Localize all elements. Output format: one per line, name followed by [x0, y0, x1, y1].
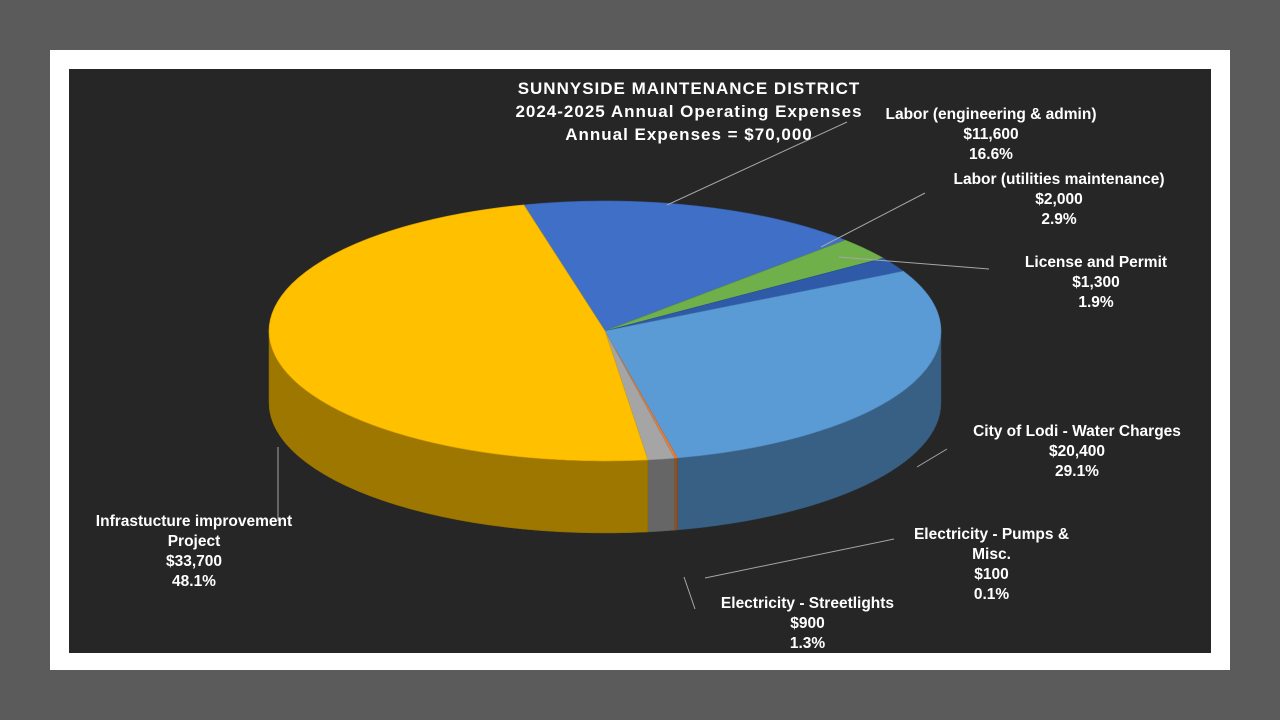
data-label-license-permit: License and Permit $1,300 1.9%: [996, 253, 1196, 313]
slice-label: License and Permit: [1024, 254, 1168, 271]
pie-slice-0: [523, 200, 847, 332]
slice-percent: 1.9%: [1078, 294, 1114, 311]
leader-line-5: [683, 576, 696, 610]
slice-label: Electricity - Pumps & Misc.: [913, 526, 1070, 563]
slice-value: $20,400: [1048, 443, 1106, 460]
slice-label: Infrastucture improvement Project: [95, 513, 293, 550]
data-label-electricity-streetlights: Electricity - Streetlights $900 1.3%: [695, 594, 920, 654]
slice-percent: 16.6%: [969, 146, 1013, 163]
slice-percent: 2.9%: [1041, 211, 1077, 228]
pie-slice-side-5-0: [647, 457, 675, 533]
leader-line-1: [820, 192, 926, 248]
leader-line-0: [666, 121, 848, 206]
pie-slice-6: [268, 204, 649, 462]
slice-label: Labor (engineering & admin): [885, 106, 1097, 123]
slice-value: $33,700: [165, 553, 223, 570]
data-label-labor-engineering: Labor (engineering & admin) $11,600 16.6…: [866, 105, 1116, 165]
data-label-infrastructure: Infrastucture improvement Project $33,70…: [83, 512, 305, 592]
slice-value: $2,000: [1035, 191, 1083, 208]
data-label-electricity-pumps: Electricity - Pumps & Misc. $100 0.1%: [899, 525, 1084, 605]
leader-line-2: [838, 256, 990, 270]
slice-percent: 48.1%: [172, 573, 216, 590]
pie-slice-side-4-0: [674, 457, 678, 531]
slice-percent: 0.1%: [973, 586, 1010, 603]
leader-line-3: [916, 448, 948, 468]
slice-percent: 29.1%: [1055, 463, 1099, 480]
data-label-labor-utilities: Labor (utilities maintenance) $2,000 2.9…: [934, 170, 1184, 230]
chart-frame: SUNNYSIDE MAINTENANCE DISTRICT 2024-2025…: [50, 50, 1230, 670]
leader-line-4: [704, 538, 895, 579]
chart-title-line-2: 2024-2025 Annual Operating Expenses: [515, 102, 863, 121]
slice-value: $900: [790, 615, 825, 632]
pie-slice-3: [604, 270, 942, 459]
slice-label: City of Lodi - Water Charges: [973, 423, 1181, 440]
chart-title-line-1: SUNNYSIDE MAINTENANCE DISTRICT: [517, 79, 861, 98]
pie-chart: [268, 121, 990, 610]
slice-value: $11,600: [963, 126, 1019, 143]
chart-title-line-3: Annual Expenses = $70,000: [565, 125, 813, 144]
slice-value: $100: [974, 566, 1009, 583]
chart-area: SUNNYSIDE MAINTENANCE DISTRICT 2024-2025…: [69, 69, 1211, 653]
slice-percent: 1.3%: [789, 635, 826, 652]
slice-label: Labor (utilities maintenance): [953, 171, 1165, 188]
slice-label: Electricity - Streetlights: [720, 595, 895, 612]
data-label-city-of-lodi: City of Lodi - Water Charges $20,400 29.…: [955, 422, 1199, 482]
slice-value: $1,300: [1072, 274, 1120, 291]
